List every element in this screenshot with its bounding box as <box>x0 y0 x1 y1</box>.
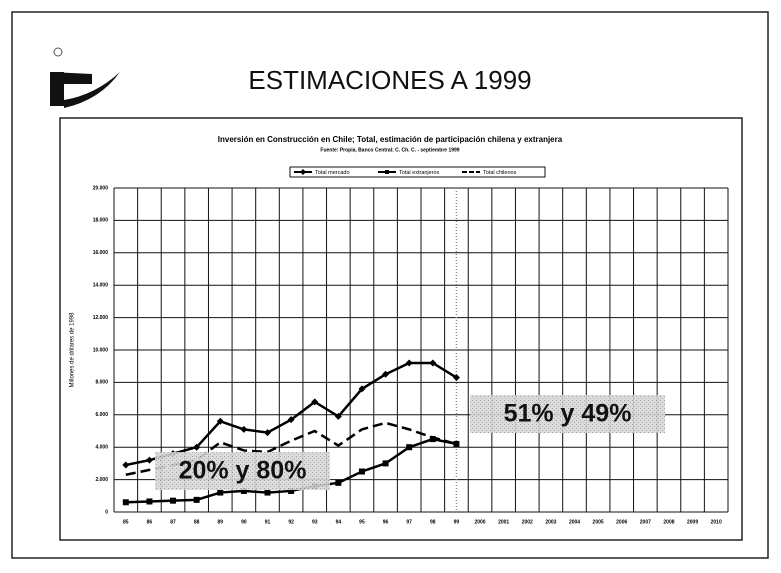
marker <box>145 456 153 464</box>
marker <box>334 412 342 420</box>
x-tick-label: 95 <box>359 519 365 525</box>
marker <box>429 359 437 367</box>
x-tick-label: 96 <box>383 519 389 525</box>
legend-label: Total extranjeros <box>399 170 440 176</box>
marker <box>453 440 460 447</box>
marker <box>170 497 177 504</box>
x-tick-label: 2003 <box>545 519 556 525</box>
chart-subtitle: Fuente: Propia, Banco Central; C. Ch. C.… <box>320 147 459 153</box>
x-tick-label: 2007 <box>640 519 651 525</box>
annotation: 20% y 80% <box>179 457 307 485</box>
legend-label: Total mercado <box>315 170 350 176</box>
x-tick-label: 2008 <box>663 519 674 525</box>
marker <box>288 487 295 494</box>
y-tick-label: 12.000 <box>93 315 109 321</box>
x-tick-label: 2005 <box>593 519 604 525</box>
legend-box <box>289 166 546 178</box>
y-tick-label: 10.000 <box>93 347 109 353</box>
marker <box>429 436 436 443</box>
marker <box>358 385 366 393</box>
x-tick-label: 92 <box>288 519 294 525</box>
y-tick-label: 20.000 <box>93 185 109 191</box>
x-tick-label: 87 <box>170 519 176 525</box>
x-tick-label: 97 <box>406 519 412 525</box>
marker <box>240 425 248 433</box>
x-tick-label: 89 <box>217 519 223 525</box>
marker <box>216 417 224 425</box>
marker <box>405 359 413 367</box>
y-tick-label: 6.000 <box>95 412 108 418</box>
annotation: 51% y 49% <box>504 400 632 428</box>
x-tick-label: 94 <box>336 519 342 525</box>
x-tick-label: 98 <box>430 519 436 525</box>
legend-marker <box>385 170 389 174</box>
x-tick-label: 99 <box>454 519 460 525</box>
marker <box>287 416 295 424</box>
marker <box>264 429 271 437</box>
marker <box>146 498 153 505</box>
y-tick-label: 0 <box>105 509 108 515</box>
x-tick-label: 90 <box>241 519 247 525</box>
marker <box>193 443 201 451</box>
y-tick-label: 16.000 <box>93 250 109 256</box>
y-axis-label: Millones de dólares de 1998 <box>70 312 76 388</box>
marker <box>264 489 271 496</box>
y-tick-label: 4.000 <box>95 445 108 451</box>
x-tick-label: 2010 <box>711 519 722 525</box>
x-tick-label: 2009 <box>687 519 698 525</box>
y-tick-label: 8.000 <box>95 380 108 386</box>
marker <box>240 487 247 494</box>
y-tick-label: 2.000 <box>95 477 108 483</box>
marker <box>382 370 390 378</box>
x-tick-label: 88 <box>194 519 200 525</box>
slide-heading: ESTIMACIONES A 1999 <box>248 65 531 95</box>
marker <box>335 479 342 486</box>
x-tick-label: 2004 <box>569 519 580 525</box>
x-tick-label: 85 <box>123 519 129 525</box>
annotation-box <box>470 395 665 433</box>
chart-title: Inversión en Construcción en Chile; Tota… <box>218 135 563 144</box>
x-tick-label: 86 <box>147 519 153 525</box>
marker <box>311 398 319 406</box>
marker <box>217 489 224 496</box>
y-tick-label: 14.000 <box>93 283 109 289</box>
y-tick-label: 18.000 <box>93 218 109 224</box>
marker <box>406 444 413 451</box>
x-tick-label: 2002 <box>522 519 533 525</box>
marker <box>122 499 129 506</box>
x-tick-label: 91 <box>265 519 271 525</box>
marker <box>452 374 460 382</box>
legend-label: Total chilenos <box>483 170 517 176</box>
x-tick-label: 93 <box>312 519 318 525</box>
x-tick-label: 2006 <box>616 519 627 525</box>
logo <box>50 47 120 108</box>
x-tick-label: 2001 <box>498 519 509 525</box>
x-tick-label: 2000 <box>474 519 485 525</box>
legend-marker <box>300 169 306 175</box>
marker <box>382 460 389 467</box>
marker <box>358 468 365 475</box>
annotation-box <box>155 452 330 490</box>
marker <box>193 496 200 503</box>
marker <box>122 461 130 469</box>
